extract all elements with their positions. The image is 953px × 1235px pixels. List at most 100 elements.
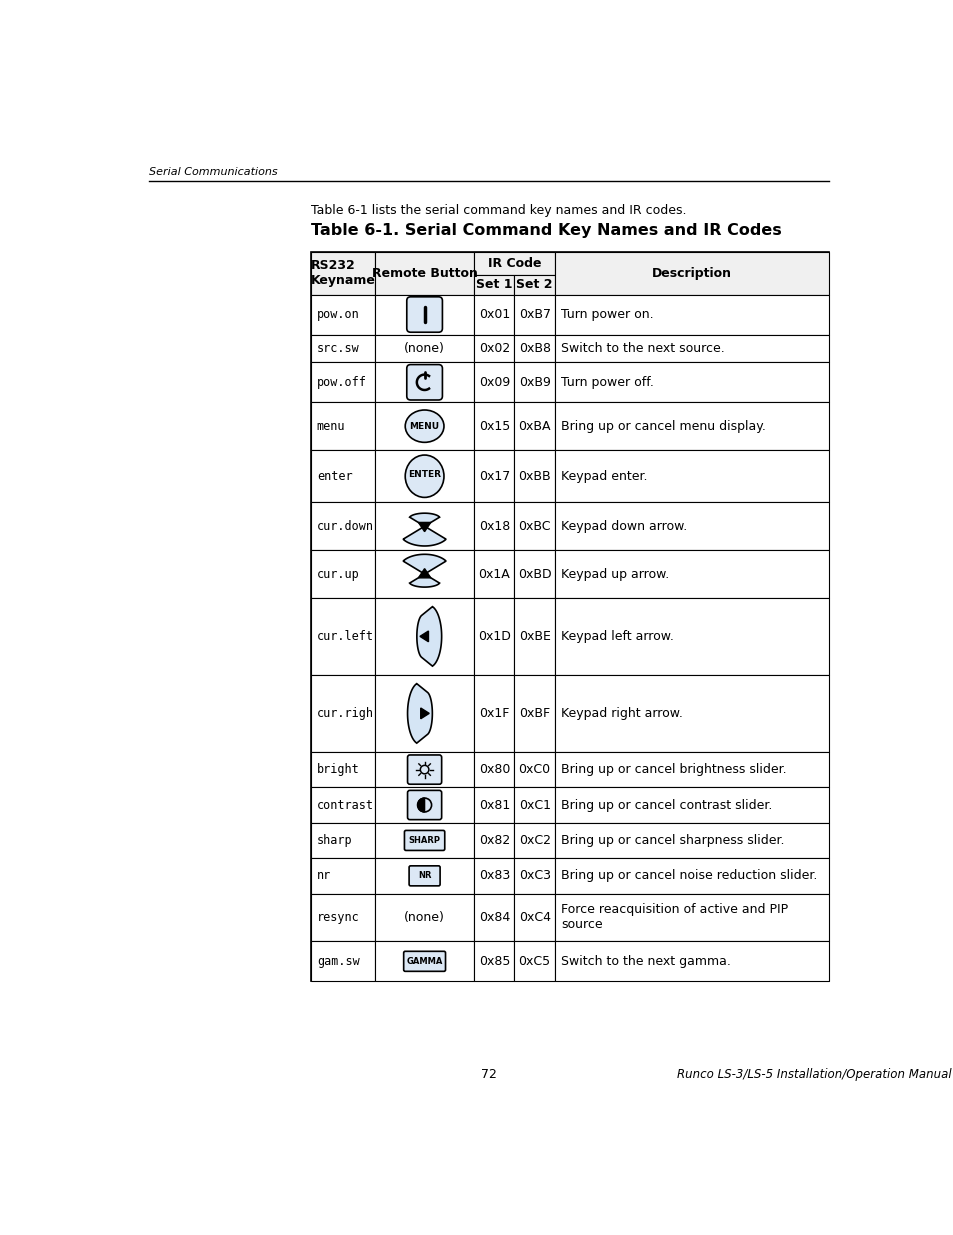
Bar [311,787,375,823]
Bar [474,894,514,941]
Text: 0x17: 0x17 [478,469,510,483]
Text: GAMMA: GAMMA [406,957,442,966]
Bar [311,335,375,362]
Text: Description: Description [651,267,731,280]
Text: (none): (none) [404,911,444,924]
Text: 0xBD: 0xBD [517,568,551,580]
Polygon shape [407,684,432,743]
Bar [311,450,375,503]
FancyBboxPatch shape [407,790,441,820]
Text: 0xBE: 0xBE [518,630,550,643]
Text: Remote Button: Remote Button [372,267,477,280]
Bar [474,450,514,503]
Text: 0xBF: 0xBF [518,706,550,720]
Bar [474,403,514,450]
Text: Set 1: Set 1 [476,278,512,291]
Ellipse shape [405,454,443,498]
Text: sharp: sharp [316,834,352,847]
Bar [555,450,828,503]
Bar [375,403,474,450]
Bar [555,362,828,403]
Text: 0x01: 0x01 [478,308,510,321]
Bar [555,598,828,674]
Bar [474,674,514,752]
Bar [555,674,828,752]
Bar [555,252,828,294]
Bar [474,252,555,275]
Bar [555,294,828,335]
Bar [375,941,474,982]
Text: MENU: MENU [409,421,439,431]
Text: 0x84: 0x84 [478,911,510,924]
Text: contrast: contrast [316,799,374,811]
Text: 0xC2: 0xC2 [518,834,550,847]
Bar [514,823,555,858]
Text: Turn power on.: Turn power on. [560,308,653,321]
Bar [311,823,375,858]
FancyBboxPatch shape [404,830,444,851]
Text: Set 2: Set 2 [516,278,553,291]
Bar [555,823,828,858]
Text: 0xC5: 0xC5 [518,955,550,968]
Text: RS232
Keyname: RS232 Keyname [311,259,375,288]
Text: Serial Communications: Serial Communications [149,168,277,178]
Text: 0xBC: 0xBC [517,520,550,532]
Text: Runco LS-3/LS-5 Installation/Operation Manual: Runco LS-3/LS-5 Installation/Operation M… [677,1068,951,1081]
Text: 0x09: 0x09 [478,375,510,389]
Bar [474,787,514,823]
Text: bright: bright [316,763,359,776]
Bar [311,362,375,403]
Bar [555,941,828,982]
Bar [311,894,375,941]
Text: Bring up or cancel contrast slider.: Bring up or cancel contrast slider. [560,799,772,811]
Text: Bring up or cancel sharpness slider.: Bring up or cancel sharpness slider. [560,834,783,847]
Text: Turn power off.: Turn power off. [560,375,653,389]
Bar [474,598,514,674]
Bar [555,550,828,598]
Bar [375,598,474,674]
Bar [474,362,514,403]
FancyBboxPatch shape [403,951,445,972]
Bar [514,550,555,598]
Bar [514,450,555,503]
Text: Bring up or cancel brightness slider.: Bring up or cancel brightness slider. [560,763,786,776]
Polygon shape [420,708,429,719]
Text: Bring up or cancel menu display.: Bring up or cancel menu display. [560,420,765,432]
Text: Table 6-1. Serial Command Key Names and IR Codes: Table 6-1. Serial Command Key Names and … [311,222,781,238]
Bar [311,598,375,674]
Bar [514,752,555,787]
Text: 0x85: 0x85 [478,955,510,968]
Bar [375,858,474,894]
Bar [311,294,375,335]
Bar [514,674,555,752]
Text: Keypad left arrow.: Keypad left arrow. [560,630,673,643]
Text: (none): (none) [404,342,444,354]
Polygon shape [416,606,441,666]
Bar [375,752,474,787]
Text: resync: resync [316,911,359,924]
Bar [514,894,555,941]
Text: 0x1A: 0x1A [478,568,510,580]
Bar [311,752,375,787]
Text: 0xBB: 0xBB [517,469,551,483]
Bar [514,362,555,403]
Text: 0xC1: 0xC1 [518,799,550,811]
Polygon shape [418,568,431,578]
Text: 0x80: 0x80 [478,763,510,776]
FancyBboxPatch shape [407,755,441,784]
Bar [375,787,474,823]
Text: Keypad enter.: Keypad enter. [560,469,647,483]
Bar [311,674,375,752]
Bar [555,752,828,787]
Text: Force reacquisition of active and PIP
source: Force reacquisition of active and PIP so… [560,904,787,931]
Bar [375,674,474,752]
FancyBboxPatch shape [406,364,442,400]
Text: Switch to the next source.: Switch to the next source. [560,342,724,354]
Text: Keypad down arrow.: Keypad down arrow. [560,520,686,532]
Polygon shape [419,631,428,642]
Text: 0x81: 0x81 [478,799,510,811]
Text: 0xB9: 0xB9 [518,375,550,389]
Bar [311,550,375,598]
Text: 0x1F: 0x1F [478,706,509,720]
Bar [375,503,474,550]
